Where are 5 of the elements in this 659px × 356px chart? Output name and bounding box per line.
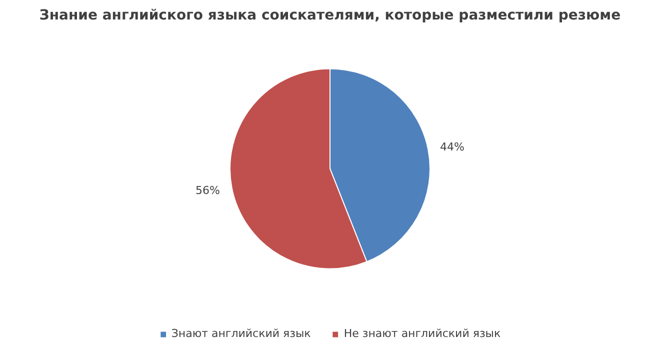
legend-label: Знают английский язык xyxy=(171,327,311,340)
data-label: 44% xyxy=(440,140,464,154)
data-label: 56% xyxy=(196,184,220,198)
legend-label: Не знают английский язык xyxy=(344,327,501,340)
chart-title: Знание английского языка соискателями, которые разместили резюме xyxy=(39,8,621,24)
